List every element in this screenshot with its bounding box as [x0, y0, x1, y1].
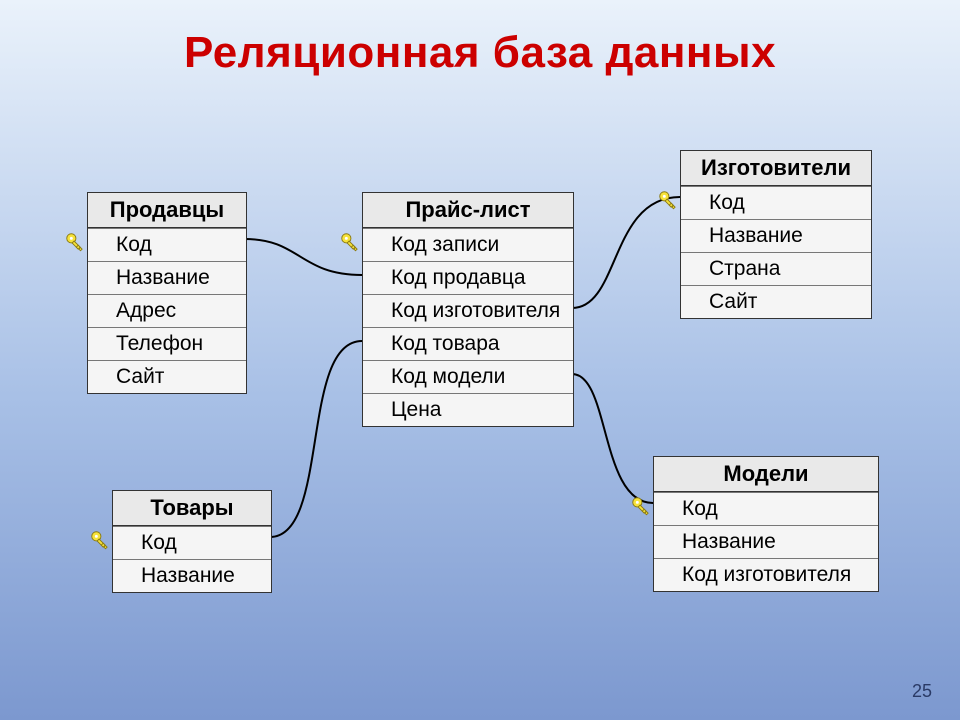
table-header: Продавцы [88, 193, 246, 228]
connector [572, 197, 680, 308]
table-row: Код товара [363, 327, 573, 360]
table-sellers: ПродавцыКодНазваниеАдресТелефонСайт [87, 192, 247, 394]
table-row: Телефон [88, 327, 246, 360]
table-row: Код [681, 186, 871, 219]
key-icon [657, 189, 679, 211]
table-row: Адрес [88, 294, 246, 327]
key-icon [630, 495, 652, 517]
table-header: Товары [113, 491, 271, 526]
table-row: Сайт [681, 285, 871, 318]
table-models: МоделиКодНазваниеКод изготовителя [653, 456, 879, 592]
table-row: Страна [681, 252, 871, 285]
table-header: Изготовители [681, 151, 871, 186]
table-pricelist: Прайс-листКод записиКод продавцаКод изго… [362, 192, 574, 427]
slide: Реляционная база данных ПродавцыКодНазва… [0, 0, 960, 720]
table-row: Название [681, 219, 871, 252]
table-row: Код продавца [363, 261, 573, 294]
key-icon [339, 231, 361, 253]
table-goods: ТоварыКодНазвание [112, 490, 272, 593]
table-row: Название [88, 261, 246, 294]
table-row: Название [113, 559, 271, 592]
key-icon [64, 231, 86, 253]
table-row: Код изготовителя [654, 558, 878, 591]
connector [572, 374, 653, 503]
table-row: Код [654, 492, 878, 525]
table-row: Сайт [88, 360, 246, 393]
key-icon [89, 529, 111, 551]
page-number: 25 [912, 681, 932, 702]
table-row: Код изготовителя [363, 294, 573, 327]
table-row: Код [113, 526, 271, 559]
table-row: Код [88, 228, 246, 261]
table-row: Название [654, 525, 878, 558]
slide-title: Реляционная база данных [0, 28, 960, 78]
connector [270, 341, 362, 537]
table-header: Прайс-лист [363, 193, 573, 228]
table-header: Модели [654, 457, 878, 492]
table-row: Код записи [363, 228, 573, 261]
table-makers: ИзготовителиКодНазваниеСтранаСайт [680, 150, 872, 319]
table-row: Цена [363, 393, 573, 426]
table-row: Код модели [363, 360, 573, 393]
